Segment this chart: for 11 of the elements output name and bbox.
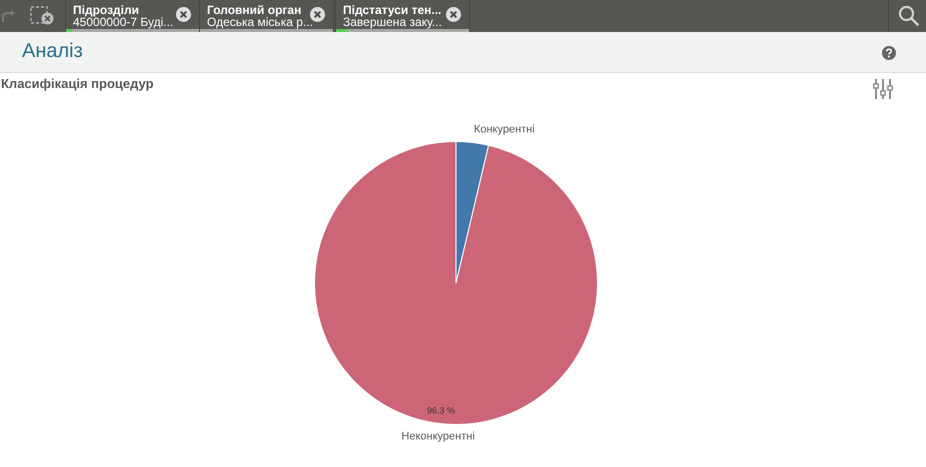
text: Підрозділи <box>73 3 139 17</box>
text: Одеська міська р... <box>207 15 313 29</box>
slice-label: Конкурентні <box>474 124 535 136</box>
text: Завершена заку... <box>343 15 442 29</box>
text: Класифікація процедур <box>1 76 154 91</box>
slice-label: Неконкурентні <box>401 430 475 442</box>
data-label: 96.3 % <box>427 405 456 416</box>
text: Головний орган <box>207 3 302 17</box>
text: Аналіз <box>22 40 83 63</box>
text: 45000000-7 Буді... <box>73 15 174 29</box>
text: Підстатуси тен... <box>343 3 442 17</box>
